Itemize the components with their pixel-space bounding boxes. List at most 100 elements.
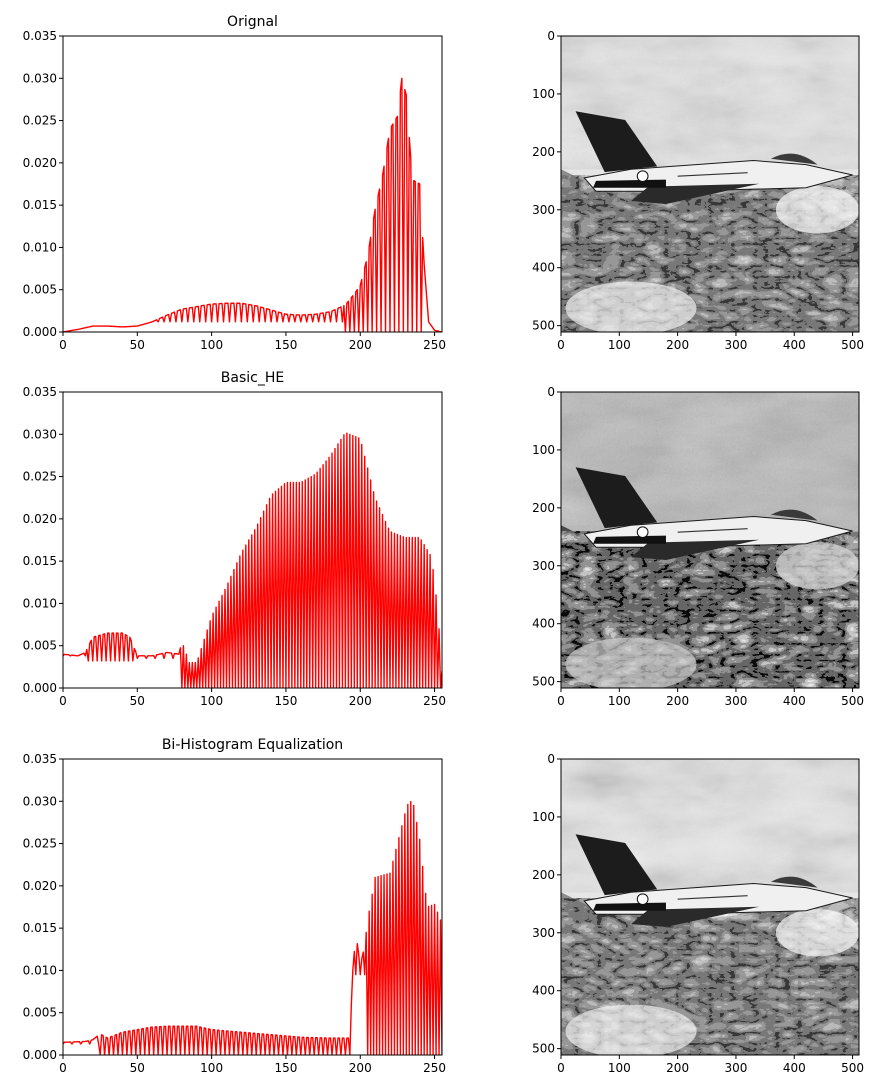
x-tick-label: 150 [274, 694, 297, 708]
x-tick-label: 50 [130, 338, 145, 352]
canopy [770, 509, 818, 521]
x-tick-label: 50 [130, 694, 145, 708]
y-tick-label: 0.025 [23, 114, 57, 128]
y-tick-label: 0 [547, 29, 555, 43]
y-tick-label: 200 [532, 145, 555, 159]
y-tick-label: 300 [532, 559, 555, 573]
x-tick-label: 100 [608, 694, 631, 708]
y-tick-label: 0.010 [23, 240, 57, 254]
y-tick-label: 0.010 [23, 596, 57, 610]
y-tick-label: 0.015 [23, 198, 57, 212]
y-tick-label: 0.010 [23, 963, 57, 977]
x-tick-label: 100 [200, 338, 223, 352]
x-tick-label: 0 [557, 1061, 565, 1075]
x-tick-label: 400 [783, 1061, 806, 1075]
y-tick-label: 0.030 [23, 71, 57, 85]
fuselage-marking [677, 895, 748, 900]
axes-frame [560, 35, 860, 333]
wing [630, 183, 760, 204]
x-tick-label: 300 [724, 338, 747, 352]
series-line [63, 77, 442, 332]
roundel [636, 526, 649, 539]
engine-intake [593, 902, 666, 911]
y-tick-label: 500 [532, 1042, 555, 1056]
aircraft [575, 467, 853, 560]
aircraft [575, 111, 853, 204]
y-tick-label: 0.015 [23, 554, 57, 568]
x-tick-label: 500 [841, 1061, 864, 1075]
axes-frame [62, 35, 443, 333]
x-tick-label: 150 [274, 338, 297, 352]
axes-frame [560, 758, 860, 1056]
x-tick-label: 0 [59, 1061, 67, 1075]
x-tick-label: 200 [666, 1061, 689, 1075]
x-tick-label: 0 [557, 338, 565, 352]
series-line [63, 800, 442, 1055]
y-tick-label: 0 [547, 752, 555, 766]
x-tick-label: 500 [841, 338, 864, 352]
y-tick-label: 0.030 [23, 427, 57, 441]
y-tick-label: 0.000 [23, 681, 57, 695]
y-tick-label: 0.020 [23, 879, 57, 893]
image-content [561, 36, 859, 332]
canopy [770, 876, 818, 888]
histogram-panel-3: 0 50 100 150 200 250 0.000 0.005 0.010 0.015 0.020… [23, 737, 446, 1075]
x-tick-label: 250 [423, 1061, 446, 1075]
engine-intake [593, 535, 666, 544]
y-tick-label: 0.020 [23, 512, 57, 526]
tail-fin [575, 111, 658, 173]
y-tick-label: 0.000 [23, 1048, 57, 1062]
x-tick-label: 300 [724, 694, 747, 708]
fuselage-marking [677, 528, 748, 533]
wing [630, 539, 760, 560]
snow-patch [775, 909, 859, 957]
tail-fin [575, 834, 658, 896]
axes-frame [560, 391, 860, 689]
y-tick-label: 0.005 [23, 1006, 57, 1020]
x-tick-label: 400 [783, 694, 806, 708]
x-tick-label: 100 [200, 1061, 223, 1075]
y-tick-label: 100 [532, 87, 555, 101]
x-tick-label: 500 [841, 694, 864, 708]
y-tick-label: 0.035 [23, 29, 57, 43]
x-tick-label: 250 [423, 338, 446, 352]
x-tick-label: 400 [783, 338, 806, 352]
x-tick-label: 0 [557, 694, 565, 708]
aircraft [575, 834, 853, 927]
x-tick-label: 200 [666, 338, 689, 352]
snow-patch [775, 186, 859, 234]
snow-patch [565, 281, 697, 332]
chart-title: Basic_HE [221, 370, 284, 386]
x-tick-label: 150 [274, 1061, 297, 1075]
x-tick-label: 200 [349, 338, 372, 352]
engine-intake [593, 179, 666, 188]
y-tick-label: 100 [532, 443, 555, 457]
y-tick-label: 0.030 [23, 794, 57, 808]
roundel [636, 893, 649, 906]
snow-patch [775, 542, 859, 590]
roundel [636, 170, 649, 183]
canopy [770, 153, 818, 165]
x-tick-label: 200 [666, 694, 689, 708]
y-tick-label: 500 [532, 319, 555, 333]
x-tick-label: 0 [59, 338, 67, 352]
histogram-panel-2: 0 50 100 150 200 250 0.000 0.005 0.010 0.015 0.020… [23, 370, 446, 708]
y-tick-label: 0.035 [23, 752, 57, 766]
wing [630, 906, 760, 927]
axes-frame [62, 391, 443, 689]
y-tick-label: 0 [547, 385, 555, 399]
image-content [561, 392, 859, 688]
y-tick-label: 400 [532, 617, 555, 631]
series-line [63, 432, 442, 688]
y-tick-label: 0.005 [23, 283, 57, 297]
histogram-panel-1: 0 50 100 150 200 250 0.000 0.005 0.010 0.015 0.020… [23, 14, 446, 352]
x-tick-label: 250 [423, 694, 446, 708]
x-tick-label: 0 [59, 694, 67, 708]
y-tick-label: 500 [532, 675, 555, 689]
x-tick-label: 200 [349, 1061, 372, 1075]
y-tick-label: 0.025 [23, 470, 57, 484]
image-content [561, 759, 859, 1055]
